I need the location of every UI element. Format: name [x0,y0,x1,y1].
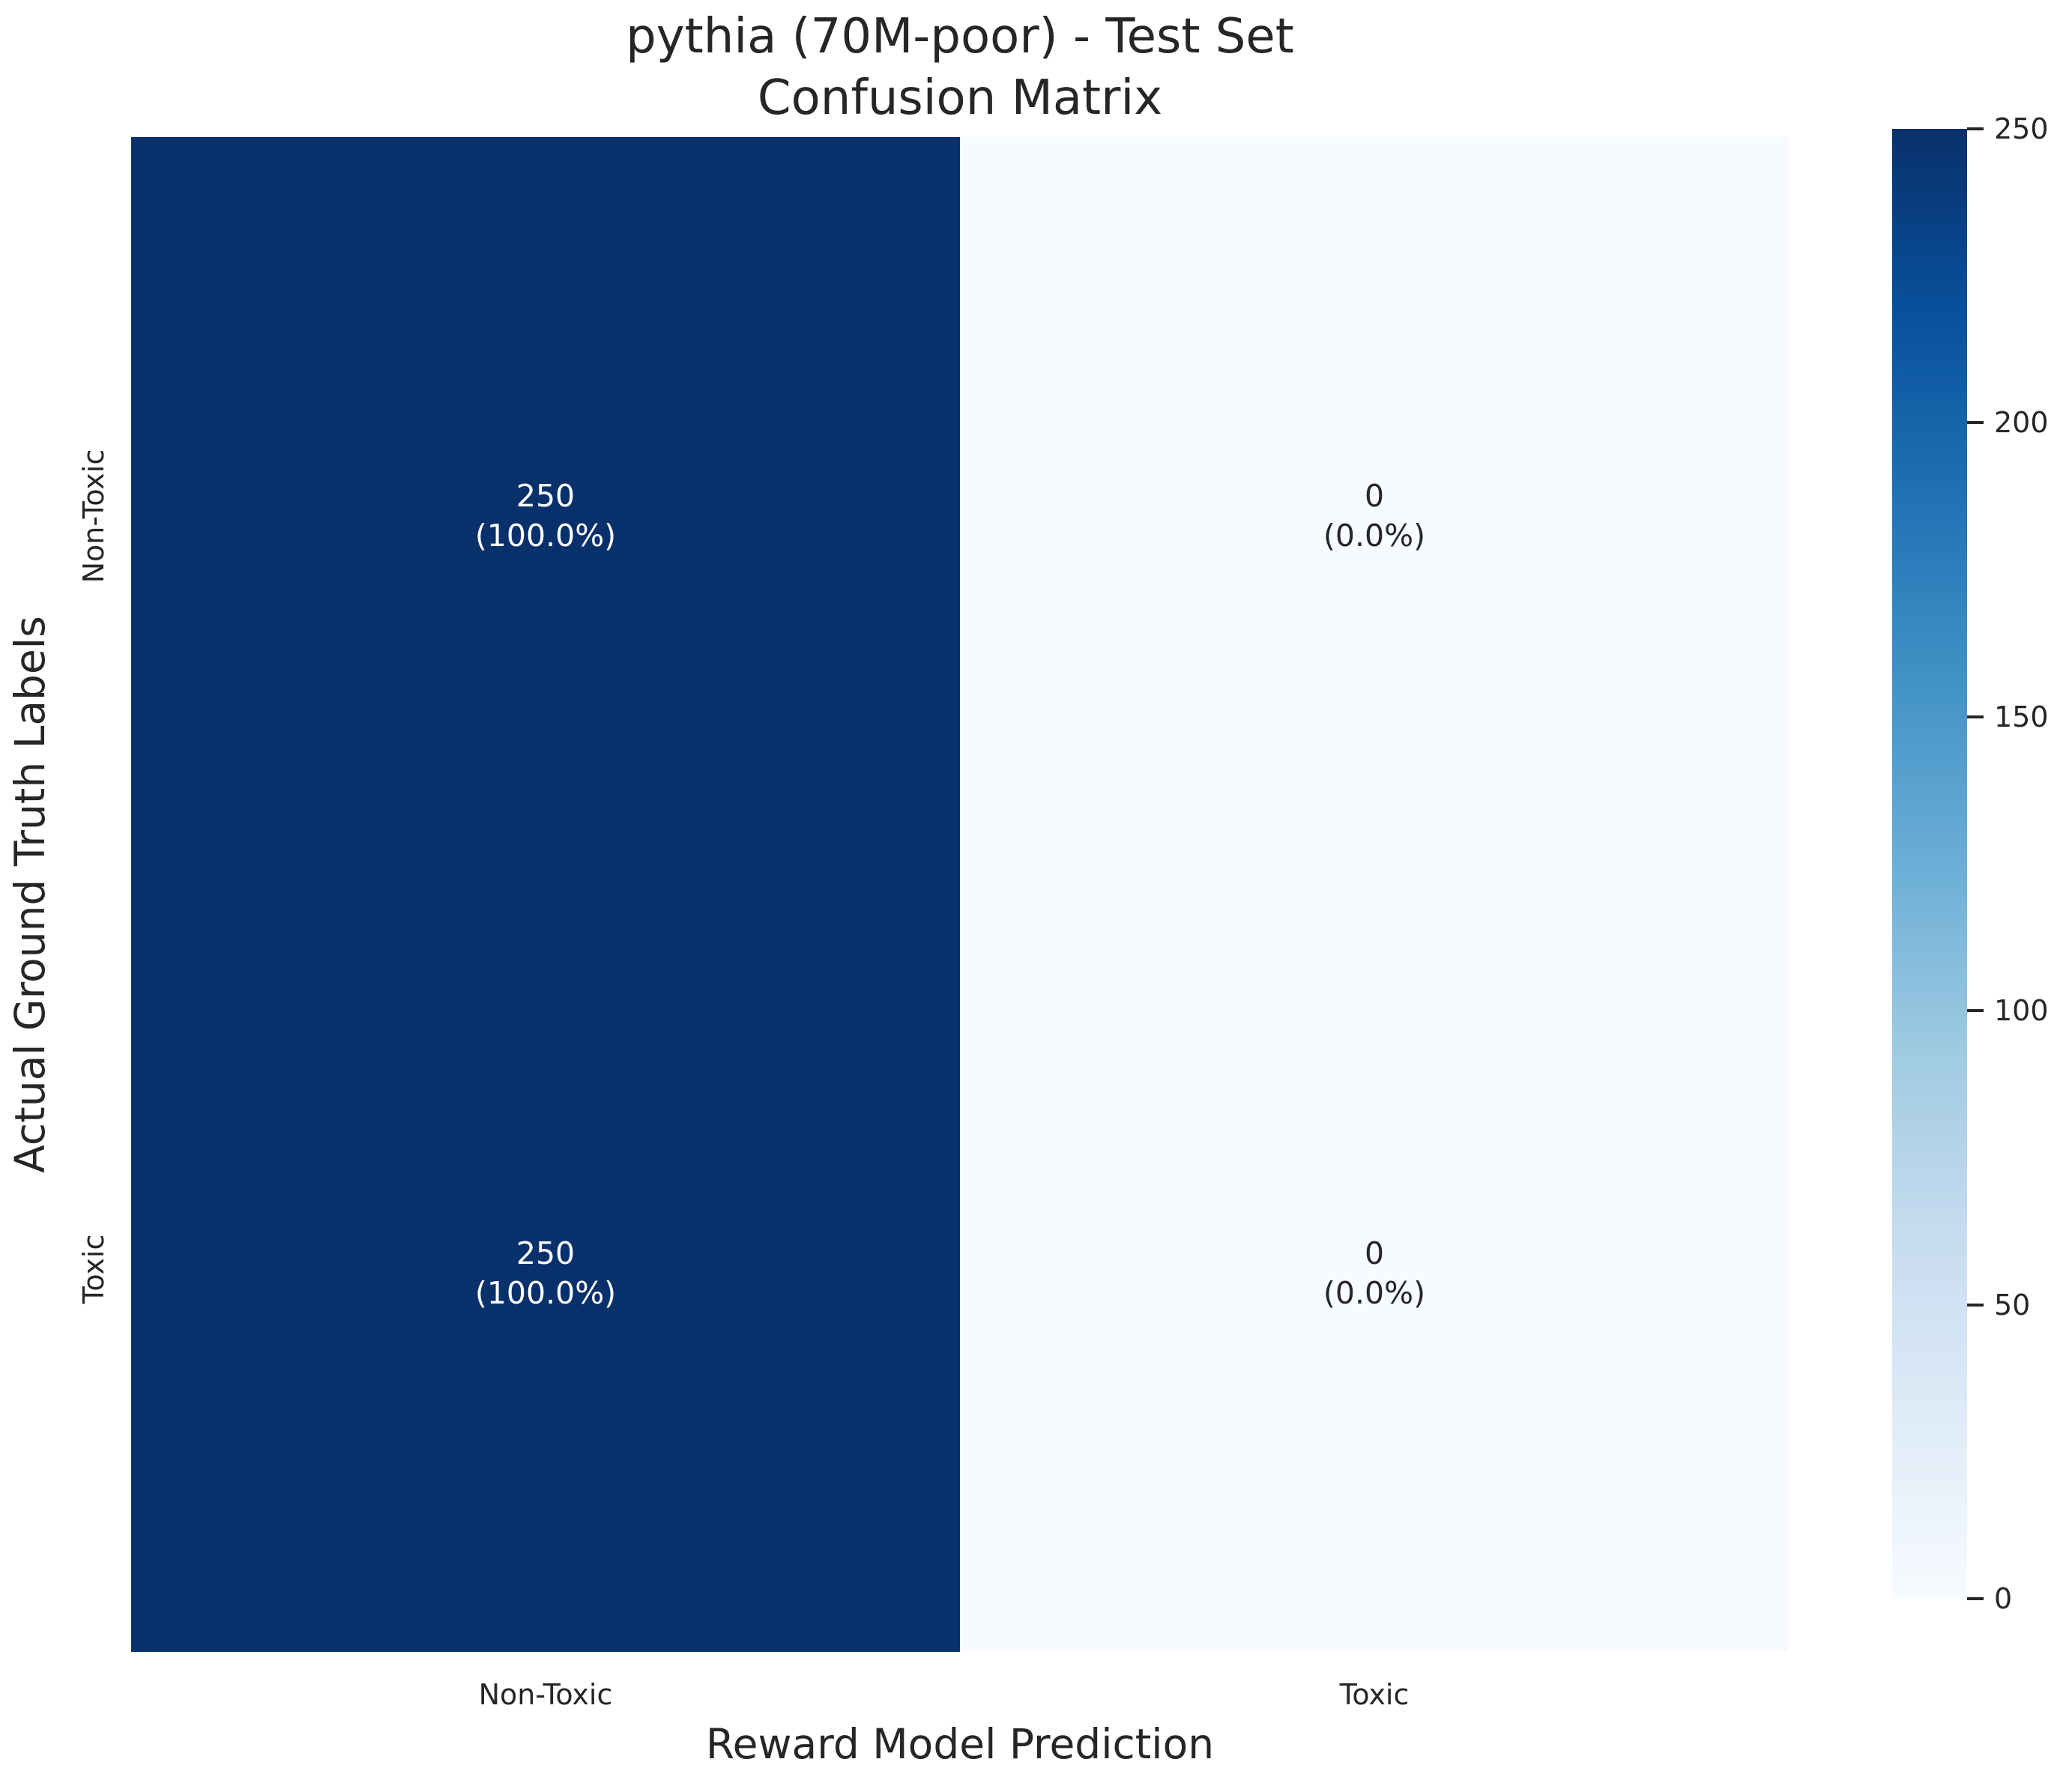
x-tick-label-toxic: Toxic [1339,1678,1410,1711]
colorbar-tick-label: 0 [1994,1582,2013,1615]
y-axis-label: Actual Ground Truth Labels [6,616,54,1173]
colorbar-tick: 0 [1967,1582,2012,1615]
matrix-cell-toxic-nontoxic: 250 (100.0%) [131,894,960,1652]
cell-count: 250 [516,1235,576,1271]
colorbar: 250 200 150 100 50 0 [1892,112,2049,1615]
colorbar-tick-mark [1967,1303,1984,1307]
colorbar-tick-mark [1967,127,1984,130]
y-tick-label-nontoxic: Non-Toxic [77,449,110,584]
cell-percent: (0.0%) [1323,1274,1426,1311]
colorbar-tick: 250 [1967,112,2049,145]
colorbar-tick-label: 150 [1994,700,2049,733]
matrix-cell-nontoxic-nontoxic: 250 (100.0%) [131,137,960,894]
cell-count: 0 [1364,477,1385,514]
colorbar-tick-mark [1967,421,1984,425]
cell-percent: (100.0%) [474,1274,617,1311]
matrix-cell-toxic-toxic: 0 (0.0%) [960,894,1789,1652]
colorbar-tick-mark [1967,715,1984,718]
x-axis-label: Reward Model Prediction [705,1720,1215,1768]
colorbar-tick: 200 [1967,406,2049,439]
matrix-cell-nontoxic-toxic: 0 (0.0%) [960,137,1789,894]
colorbar-tick-label: 100 [1994,994,2049,1028]
colorbar-tick-label: 200 [1994,406,2049,440]
x-tick-label-nontoxic: Non-Toxic [478,1678,613,1711]
cell-percent: (100.0%) [474,517,617,554]
colorbar-tick-label: 50 [1994,1288,2031,1322]
chart-title-line2: Confusion Matrix [757,70,1163,126]
cell-count: 0 [1364,1235,1385,1271]
colorbar-tick-mark [1967,1009,1984,1013]
colorbar-tick: 150 [1967,700,2049,733]
colorbar-tick: 50 [1967,1289,2030,1322]
colorbar-tick-label: 250 [1994,112,2049,145]
heatmap-grid: 250 (100.0%) 0 (0.0%) 250 (100.0%) 0 (0.… [131,137,1789,1652]
chart-title-line1: pythia (70M-poor) - Test Set [626,9,1294,64]
y-tick-label-toxic: Toxic [77,1234,110,1304]
chart-title: pythia (70M-poor) - Test Set Confusion M… [131,6,1789,129]
colorbar-tick-mark [1967,1597,1984,1600]
cell-count: 250 [516,477,576,514]
cell-percent: (0.0%) [1323,517,1426,554]
colorbar-tick: 100 [1967,994,2049,1027]
